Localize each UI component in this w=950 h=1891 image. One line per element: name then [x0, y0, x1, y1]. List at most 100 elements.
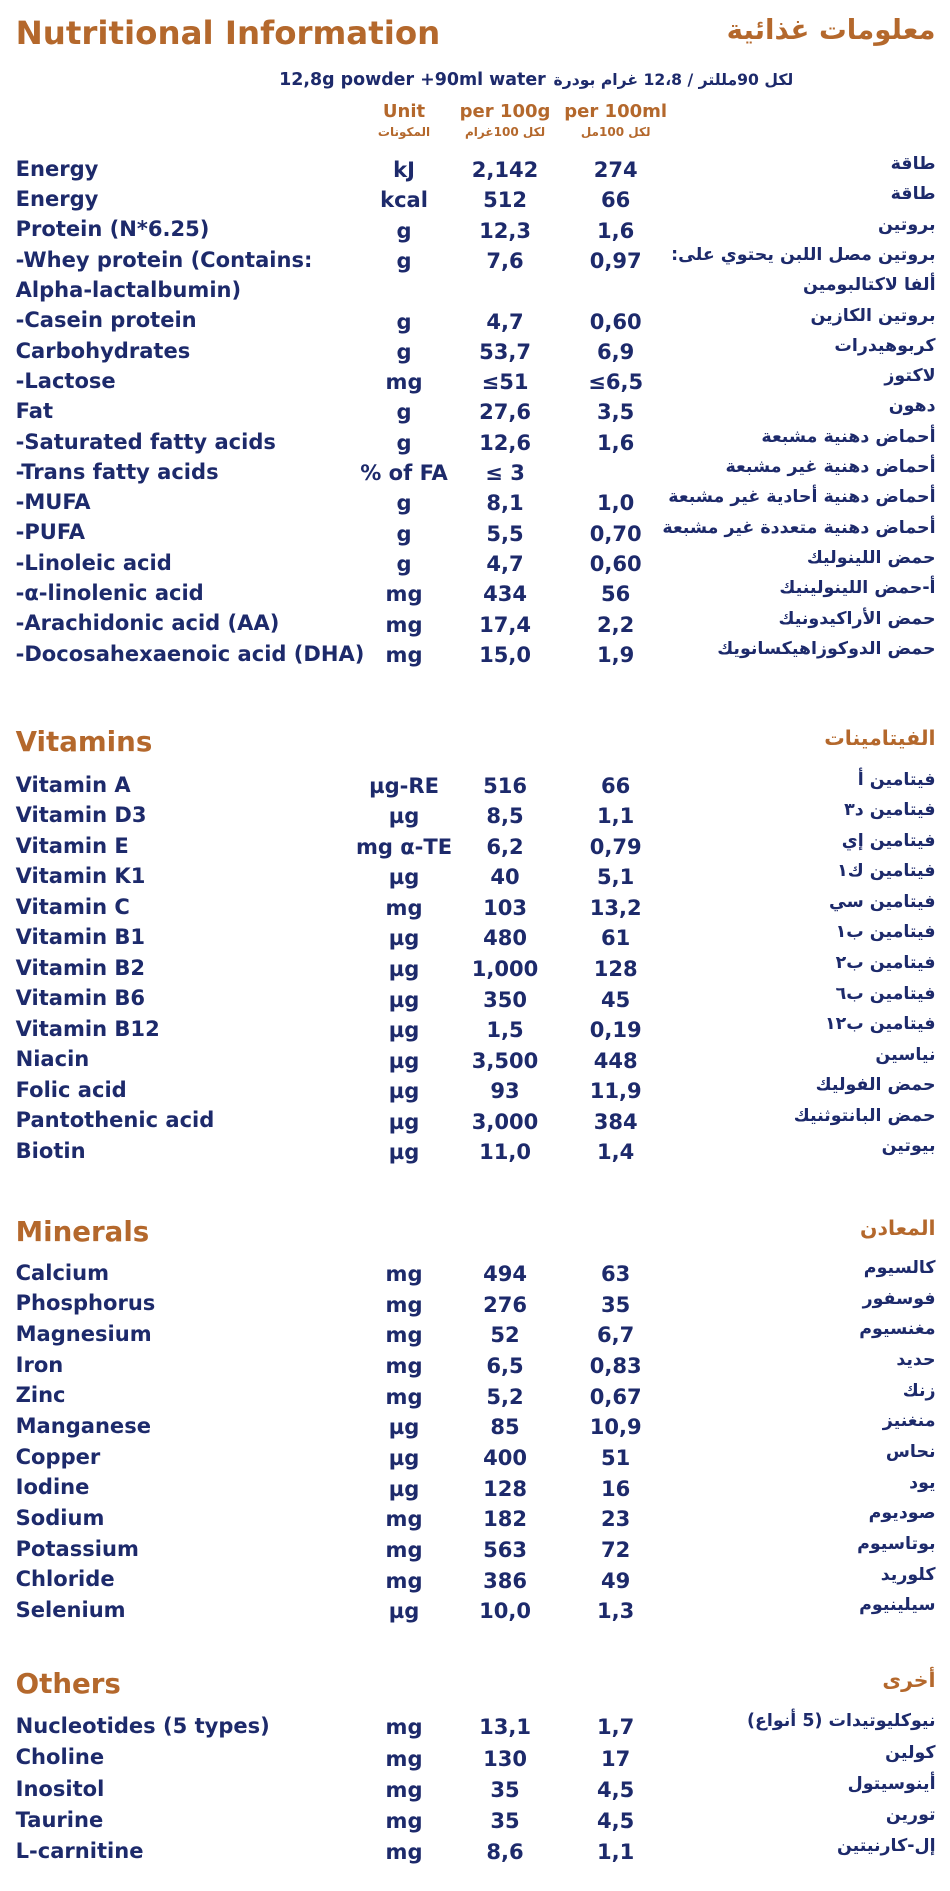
per-100ml: 4,5: [597, 1776, 635, 1802]
per-100ml: 0,60: [589, 308, 642, 334]
nutrient-name: Copper: [15, 1443, 101, 1469]
section-title: Others: [15, 1666, 121, 1700]
nutrient-name-ar: بروتين الكازين: [810, 305, 936, 326]
per-100g: 512: [483, 187, 527, 213]
nutrient-name-ar: لاكتوز: [884, 366, 936, 387]
per-100g: ≤ 3: [485, 460, 525, 486]
nutrient-name: Calcium: [15, 1259, 110, 1285]
per-100g: 15,0: [479, 641, 531, 667]
nutrient-name-ar: فيتامين إي: [841, 830, 936, 851]
per-100ml: 274: [593, 157, 638, 183]
section-title: Minerals: [15, 1214, 150, 1248]
nutrient-name: Vitamin B1: [15, 924, 146, 950]
per-100ml: 45: [601, 986, 631, 1012]
serving-ar: لكل 90مللتر / 12،8 غرام بودرة: [553, 69, 794, 89]
per-100ml: 0,97: [589, 247, 642, 273]
nutrient-name-ar: كلوريد: [880, 1564, 936, 1585]
per-100ml: 11,9: [589, 1078, 642, 1104]
nutrient-name-ar: حمض الفوليك: [815, 1075, 936, 1096]
nutrient-name-ar: نيوكليوتيدات (5 أنواع): [747, 1711, 936, 1732]
per-100ml: 0,60: [589, 550, 642, 576]
nutrient-name: -Arachidonic acid (AA): [15, 610, 280, 636]
per-100ml: 0,70: [589, 520, 642, 546]
per-100g: 17,4: [479, 611, 531, 637]
per-100ml: 1,6: [597, 217, 635, 243]
unit: g: [396, 490, 412, 516]
per-100g: 11,0: [479, 1139, 531, 1165]
nutrient-name: -Linoleic acid: [15, 549, 172, 575]
nutrient-name: -MUFA: [15, 489, 91, 515]
unit: mg: [385, 1291, 423, 1317]
unit: mg: [385, 1352, 423, 1378]
nutrient-name: Potassium: [15, 1535, 139, 1561]
per-100ml: 6,9: [597, 338, 635, 364]
per-100g: 27,6: [479, 399, 531, 425]
nutrient-name-ar: طاقة: [890, 154, 936, 175]
nutrient-name: Folic acid: [15, 1076, 127, 1102]
nutrient-name-ar: فيتامين سي: [828, 891, 936, 912]
unit: mg: [385, 1506, 423, 1532]
nutrient-name-ar: حمض الأراكيدونيك: [778, 608, 936, 629]
nutrient-name-ar: أ-حمض اللينولينيك: [779, 578, 936, 599]
unit: µg: [388, 1108, 420, 1134]
section-title-ar: الفيتامينات: [824, 726, 936, 751]
per-100ml: 1,1: [597, 1839, 635, 1865]
per-100ml: 10,9: [589, 1414, 642, 1440]
unit: g: [396, 338, 412, 364]
nutrient-name-ar: دهون: [888, 396, 936, 417]
column-header-ar: لكل 100مل: [580, 125, 651, 140]
nutrient-name: Taurine: [15, 1806, 104, 1832]
unit: mg: [385, 641, 423, 667]
unit: mg: [385, 1745, 423, 1771]
per-100ml: 23: [601, 1506, 631, 1532]
per-100ml: 49: [601, 1567, 631, 1593]
column-header: Unit: [382, 100, 426, 122]
nutrient-name: Carbohydrates: [15, 337, 191, 363]
per-100ml: 1,7: [597, 1714, 635, 1740]
unit: mg α-TE: [355, 833, 453, 859]
nutrient-name-ar: أحماض دهنية أحادية غير مشبعة: [668, 487, 936, 508]
nutrient-name: -Trans fatty acids: [15, 458, 219, 484]
title-ar: معلومات غذائية: [726, 13, 936, 47]
nutrient-name-ar: فيتامين أ: [857, 769, 936, 790]
unit: mg: [385, 369, 423, 395]
nutrient-name: Manganese: [15, 1413, 151, 1439]
nutrient-name-ar: نياسين: [875, 1044, 936, 1065]
unit: mg: [385, 611, 423, 637]
per-100g: 494: [483, 1260, 527, 1286]
nutrient-name: -PUFA: [15, 519, 86, 545]
nutrient-name-ar: فيتامين ب٦: [835, 983, 936, 1004]
per-100ml: 1,9: [597, 641, 635, 667]
per-100g: 6,2: [486, 833, 524, 859]
per-100ml: 2,2: [597, 611, 635, 637]
unit: g: [396, 520, 412, 546]
nutrient-name-ar: كولين: [885, 1742, 936, 1763]
per-100ml: 1,1: [597, 803, 635, 829]
per-100ml: 0,67: [589, 1383, 642, 1409]
nutrient-name-ar: بيوتين: [881, 1136, 936, 1157]
per-100g: 276: [483, 1291, 527, 1317]
per-100g: 6,5: [486, 1352, 524, 1378]
nutrient-name: Sodium: [15, 1505, 105, 1531]
unit: mg: [385, 581, 423, 607]
nutrient-name-ar: حمض البانتوثنيك: [793, 1105, 936, 1126]
nutrient-name: Vitamin B12: [15, 1015, 160, 1041]
nutrient-name-ar: مغنسيوم: [859, 1319, 936, 1340]
nutrient-name: Energy: [15, 186, 99, 212]
unit: µg: [388, 986, 420, 1012]
per-100g: 4,7: [486, 550, 524, 576]
nutrient-name-ar: حمض الدوكوزاهيكسانويك: [717, 638, 936, 659]
nutrient-name-ar: ألفا لاكتالبومين: [802, 275, 936, 296]
nutrient-name: Pantothenic acid: [15, 1107, 215, 1133]
nutrient-name: -Casein protein: [15, 307, 197, 333]
nutrient-name: L-carnitine: [15, 1838, 144, 1864]
unit: µg: [388, 1017, 420, 1043]
nutrient-name-ar: سيلينيوم: [859, 1595, 936, 1616]
nutrient-name-ar: صوديوم: [868, 1503, 936, 1524]
per-100g: 2,142: [471, 157, 539, 183]
unit: mg: [385, 1260, 423, 1286]
per-100g: 53,7: [479, 338, 531, 364]
per-100g: 516: [483, 772, 527, 798]
per-100g: 4,7: [486, 308, 524, 334]
